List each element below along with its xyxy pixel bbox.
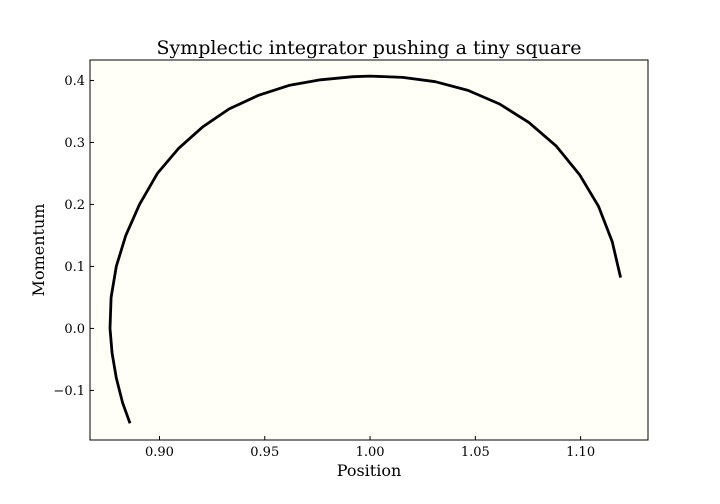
x-tick-label: 0.95 [250, 445, 279, 460]
x-tick-label: 1.05 [461, 445, 490, 460]
y-tick-label: −0.1 [53, 384, 85, 399]
chart-title: Symplectic integrator pushing a tiny squ… [156, 37, 581, 59]
y-tick-label: 0.3 [64, 136, 85, 151]
y-tick-label: 0.2 [64, 198, 85, 213]
axis-ticks: 0.90 0.95 1.00 1.05 1.10 −0.1 0.0 0.1 0.2 0.3 0.4 [53, 74, 595, 460]
x-axis-label: Position [337, 461, 402, 480]
y-tick-label: 0.0 [64, 322, 85, 337]
y-tick-label: 0.4 [64, 74, 85, 89]
x-tick-label: 1.00 [356, 445, 385, 460]
plot-area [89, 59, 649, 441]
y-tick-label: 0.1 [64, 260, 85, 275]
series-line-0 [108, 74, 622, 424]
y-axis-label: Momentum [29, 204, 48, 297]
x-tick-label: 1.10 [566, 445, 595, 460]
plot-marks [108, 74, 622, 424]
x-tick-label: 0.90 [145, 445, 174, 460]
